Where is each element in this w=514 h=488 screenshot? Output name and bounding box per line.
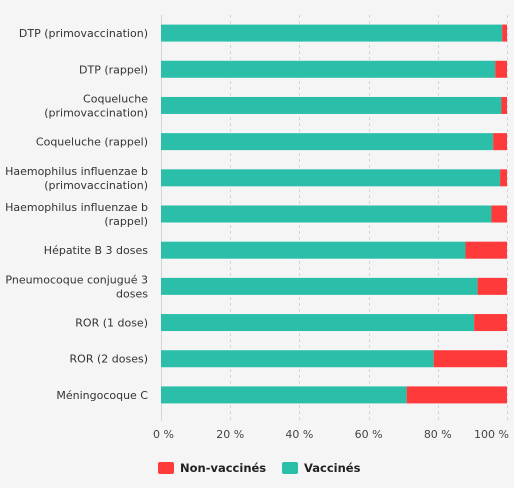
- category-label-dtp-primovaccination: DTP (primovaccination): [19, 27, 148, 40]
- bar-segment-vaccines-coqueluche-rappel[interactable]: [161, 133, 494, 151]
- category-label-ror-1-dose: ROR (1 dose): [75, 317, 148, 330]
- bar-segment-vaccines-pneumocoque-conjugue-3-doses[interactable]: [161, 277, 478, 295]
- bar-segment-non-vaccines-coqueluche-primovaccination[interactable]: [501, 96, 507, 114]
- bar-segment-vaccines-haemophilus-influenzae-b-primovaccination[interactable]: [161, 169, 501, 187]
- legend-label-non-vaccines: Non-vaccinés: [180, 461, 266, 475]
- category-label-haemophilus-influenzae-b-rappel: Haemophilus influenzae b (rappel): [5, 201, 148, 228]
- bar-segment-non-vaccines-meningocoque-c[interactable]: [406, 386, 507, 404]
- x-tick-label: 100 %: [474, 428, 509, 441]
- bar-segment-non-vaccines-ror-2-doses[interactable]: [433, 350, 507, 368]
- category-label-meningocoque-c: Méningocoque C: [56, 389, 148, 402]
- bar-segment-vaccines-ror-2-doses[interactable]: [161, 350, 434, 368]
- bar-segment-vaccines-ror-1-dose[interactable]: [161, 314, 475, 332]
- x-tick-label: 60 %: [355, 428, 383, 441]
- legend-item-vaccines[interactable]: Vaccinés: [282, 461, 361, 475]
- bar-segment-non-vaccines-pneumocoque-conjugue-3-doses[interactable]: [477, 277, 507, 295]
- category-label-haemophilus-influenzae-b-primovaccination: Haemophilus influenzae b (primovaccinatio…: [5, 165, 148, 192]
- bar-segment-non-vaccines-coqueluche-rappel[interactable]: [493, 133, 507, 151]
- category-label-coqueluche-primovaccination: Coqueluche (primovaccination): [44, 93, 148, 120]
- bar-segment-vaccines-dtp-primovaccination[interactable]: [161, 24, 503, 42]
- bar-segment-non-vaccines-haemophilus-influenzae-b-primovaccination[interactable]: [500, 169, 507, 187]
- bar-segment-vaccines-haemophilus-influenzae-b-rappel[interactable]: [161, 205, 492, 223]
- x-tick-label: 20 %: [216, 428, 244, 441]
- bar-segment-non-vaccines-hepatite-b-3-doses[interactable]: [465, 241, 507, 259]
- legend-item-non-vaccines[interactable]: Non-vaccinés: [158, 461, 266, 475]
- bar-segment-vaccines-dtp-rappel[interactable]: [161, 60, 496, 78]
- x-tick-label: 40 %: [285, 428, 313, 441]
- category-labels: DTP (primovaccination) DTP (rappel) Coquel…: [5, 27, 148, 402]
- legend-swatch-non-vaccines: [158, 462, 174, 474]
- category-label-ror-2-doses: ROR (2 doses): [70, 353, 148, 366]
- x-axis-ticks: 0 % 20 % 40 % 60 % 80 % 100 %: [153, 428, 509, 441]
- bar-segment-non-vaccines-dtp-rappel[interactable]: [495, 60, 507, 78]
- bars: [161, 24, 507, 404]
- x-tick-label: 0 %: [153, 428, 174, 441]
- bar-segment-non-vaccines-dtp-primovaccination[interactable]: [502, 24, 507, 42]
- x-tick-label: 80 %: [424, 428, 452, 441]
- legend: Non-vaccinés Vaccinés: [158, 461, 361, 475]
- bar-segment-vaccines-coqueluche-primovaccination[interactable]: [161, 96, 502, 114]
- category-label-coqueluche-rappel: Coqueluche (rappel): [36, 136, 148, 149]
- category-label-pneumocoque-conjugue-3-doses: Pneumocoque conjugué 3 doses: [5, 273, 148, 300]
- bar-segment-non-vaccines-haemophilus-influenzae-b-rappel[interactable]: [491, 205, 507, 223]
- legend-label-vaccines: Vaccinés: [304, 461, 361, 475]
- legend-swatch-vaccines: [282, 462, 298, 474]
- category-label-dtp-rappel: DTP (rappel): [79, 63, 148, 76]
- bar-segment-vaccines-hepatite-b-3-doses[interactable]: [161, 241, 466, 259]
- bar-segment-vaccines-meningocoque-c[interactable]: [161, 386, 407, 404]
- bar-segment-non-vaccines-ror-1-dose[interactable]: [474, 314, 507, 332]
- category-label-hepatite-b-3-doses: Hépatite B 3 doses: [44, 244, 148, 257]
